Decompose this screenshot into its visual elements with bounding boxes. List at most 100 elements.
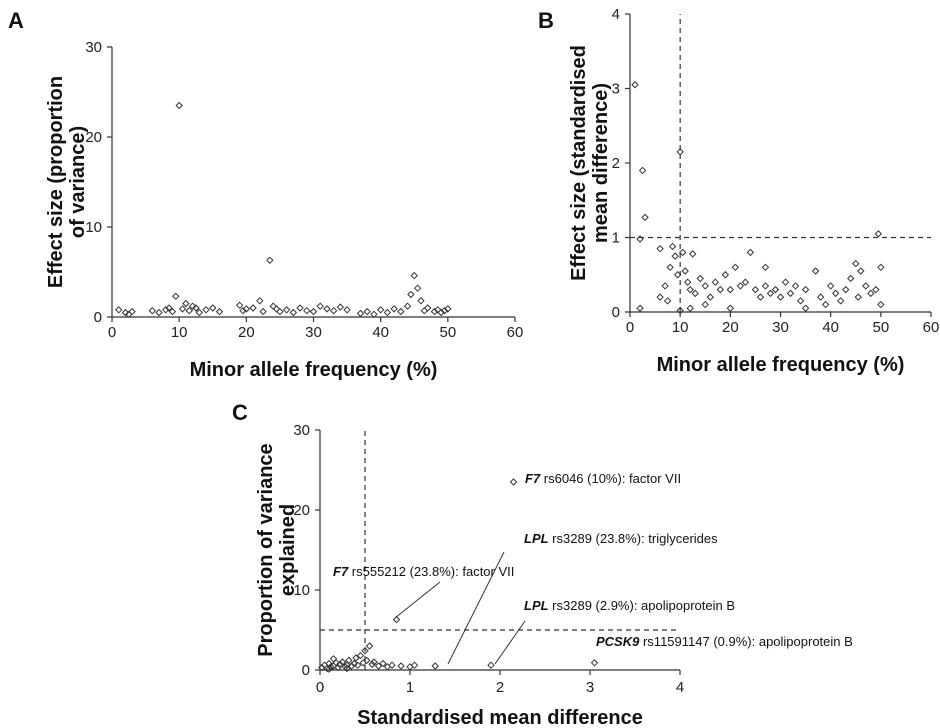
x-tick-label: 40: [822, 319, 839, 336]
data-point: [329, 306, 338, 315]
data-point: [877, 263, 885, 272]
data-point: [325, 665, 333, 673]
data-point: [178, 305, 187, 313]
data-point: [706, 293, 714, 301]
data-point: [356, 309, 365, 318]
data-point: [666, 263, 674, 272]
annotation-text: rs3289 (23.8%): triglycerides: [549, 531, 719, 546]
data-point: [397, 662, 405, 670]
y-tick-label: 30: [85, 39, 102, 56]
data-point: [323, 305, 331, 313]
data-point: [711, 278, 719, 286]
y-axis-label-line: of variance): [67, 126, 89, 238]
annotation-label: F7 rs555212 (23.8%): factor VII: [333, 564, 514, 579]
data-point: [368, 660, 376, 669]
y-tick-label: 10: [85, 219, 102, 236]
data-point: [115, 306, 123, 314]
data-point: [726, 285, 735, 294]
data-point: [776, 293, 785, 301]
y-tick-label: 4: [612, 6, 620, 23]
data-point: [691, 289, 699, 298]
y-tick-label: 2: [612, 155, 620, 172]
data-point: [831, 289, 840, 298]
data-point: [202, 306, 210, 314]
data-point: [376, 306, 385, 314]
x-tick-label: 0: [316, 679, 324, 696]
data-point: [641, 213, 649, 222]
data-point: [671, 252, 679, 260]
data-point: [282, 306, 291, 314]
data-point: [796, 297, 805, 305]
data-point: [862, 282, 870, 290]
data-point: [370, 310, 378, 319]
y-axis-label: Effect size (proportionof variance): [45, 76, 89, 288]
data-point: [256, 297, 264, 305]
data-point: [195, 308, 204, 317]
data-point: [656, 244, 664, 253]
data-point: [303, 306, 311, 315]
data-point: [365, 642, 374, 650]
y-axis-label-line: Proportion of variance: [255, 443, 277, 656]
data-point: [363, 656, 371, 665]
data-point: [826, 282, 835, 290]
data-point: [678, 248, 687, 257]
x-tick-label: 4: [676, 679, 684, 696]
data-point: [638, 166, 647, 175]
data-point: [403, 302, 412, 310]
data-point: [407, 290, 415, 299]
annotation-label: PCSK9 rs11591147 (0.9%): apolipoprotein …: [596, 634, 853, 649]
y-tick-label: 20: [293, 502, 310, 519]
data-point: [440, 306, 449, 315]
annotation-gene: LPL: [524, 531, 549, 546]
data-point: [683, 278, 692, 286]
data-point: [318, 663, 326, 672]
data-point: [509, 478, 518, 486]
panel-label: A: [8, 8, 24, 33]
x-tick-label: 0: [626, 319, 634, 336]
y-tick-label: 1: [612, 230, 620, 247]
data-point: [356, 651, 365, 660]
data-point: [444, 305, 452, 313]
data-point: [249, 304, 257, 312]
x-axis-label: Minor allele frequency (%): [190, 359, 438, 381]
y-axis-label-line: Effect size (proportion: [45, 76, 67, 288]
data-point: [696, 274, 704, 283]
data-point: [235, 301, 244, 310]
data-point: [343, 664, 351, 673]
y-tick-label: 0: [612, 304, 620, 321]
annotation-leader-line: [494, 620, 526, 665]
data-point: [329, 655, 338, 663]
data-point: [350, 659, 358, 668]
data-point: [726, 304, 735, 312]
data-point: [487, 661, 495, 669]
data-point: [771, 285, 780, 294]
data-point: [347, 662, 356, 670]
data-point: [791, 282, 800, 290]
data-point: [363, 307, 371, 316]
data-point: [676, 148, 684, 156]
data-point: [215, 307, 224, 316]
data-point: [756, 293, 765, 301]
data-point: [269, 302, 277, 310]
data-point: [854, 293, 862, 301]
x-tick-label: 30: [772, 319, 789, 336]
panel-c: C 0 1 2 3 4 0 10 20 30 Standardised mean differenc…: [232, 400, 853, 728]
data-point: [816, 293, 825, 301]
data-point: [172, 292, 180, 301]
data-point: [242, 305, 251, 313]
data-point: [397, 307, 405, 316]
y-tick-label: 0: [94, 309, 102, 326]
data-point: [686, 304, 694, 312]
data-point: [417, 297, 425, 305]
data-point: [390, 305, 398, 313]
data-point: [289, 308, 298, 317]
panel-label: B: [538, 8, 554, 33]
data-point: [781, 278, 790, 286]
data-point: [716, 285, 725, 294]
panel-label: C: [232, 400, 248, 425]
y-tick-label: 3: [612, 81, 620, 98]
x-tick-label: 20: [238, 324, 255, 341]
annotation-text: rs3289 (2.9%): apolipoprotein B: [549, 598, 735, 613]
annotation-gene: PCSK9: [596, 634, 640, 649]
